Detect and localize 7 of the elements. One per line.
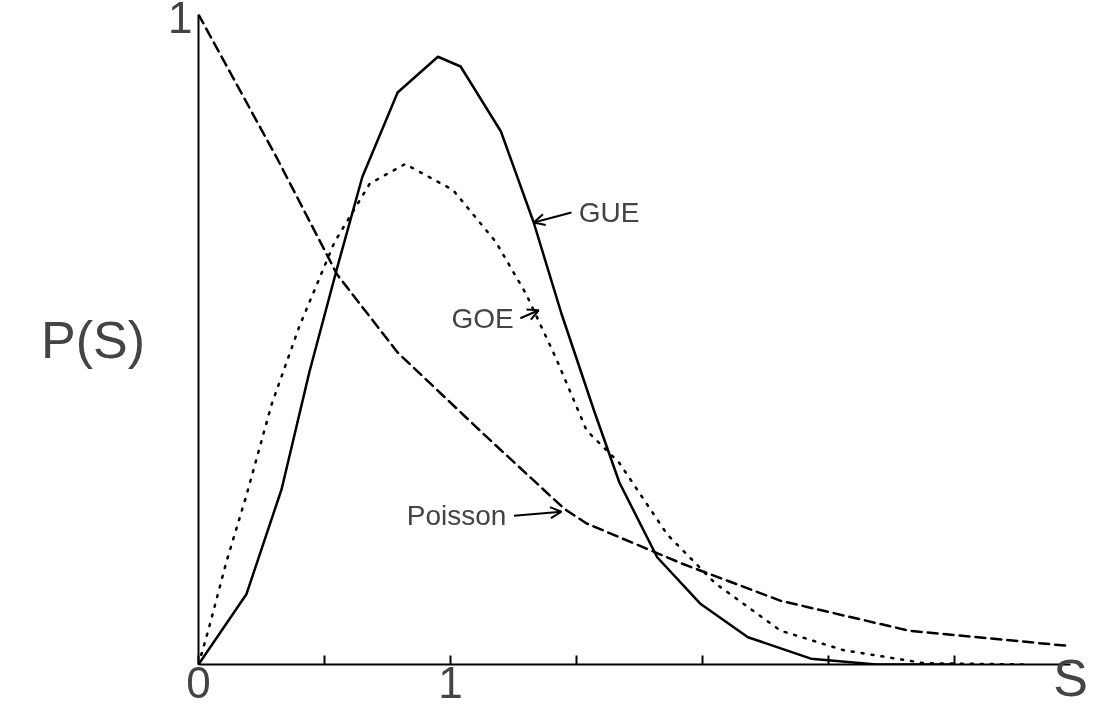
annotation: Poisson xyxy=(406,500,507,532)
x-axis-title: S xyxy=(1053,648,1088,707)
x-tick-label: 0 xyxy=(186,657,211,707)
annotation: GUE xyxy=(578,197,640,228)
annotation: GOE xyxy=(451,302,514,334)
text: 1 xyxy=(168,0,193,42)
y-axis-title: P(S) xyxy=(41,310,146,369)
